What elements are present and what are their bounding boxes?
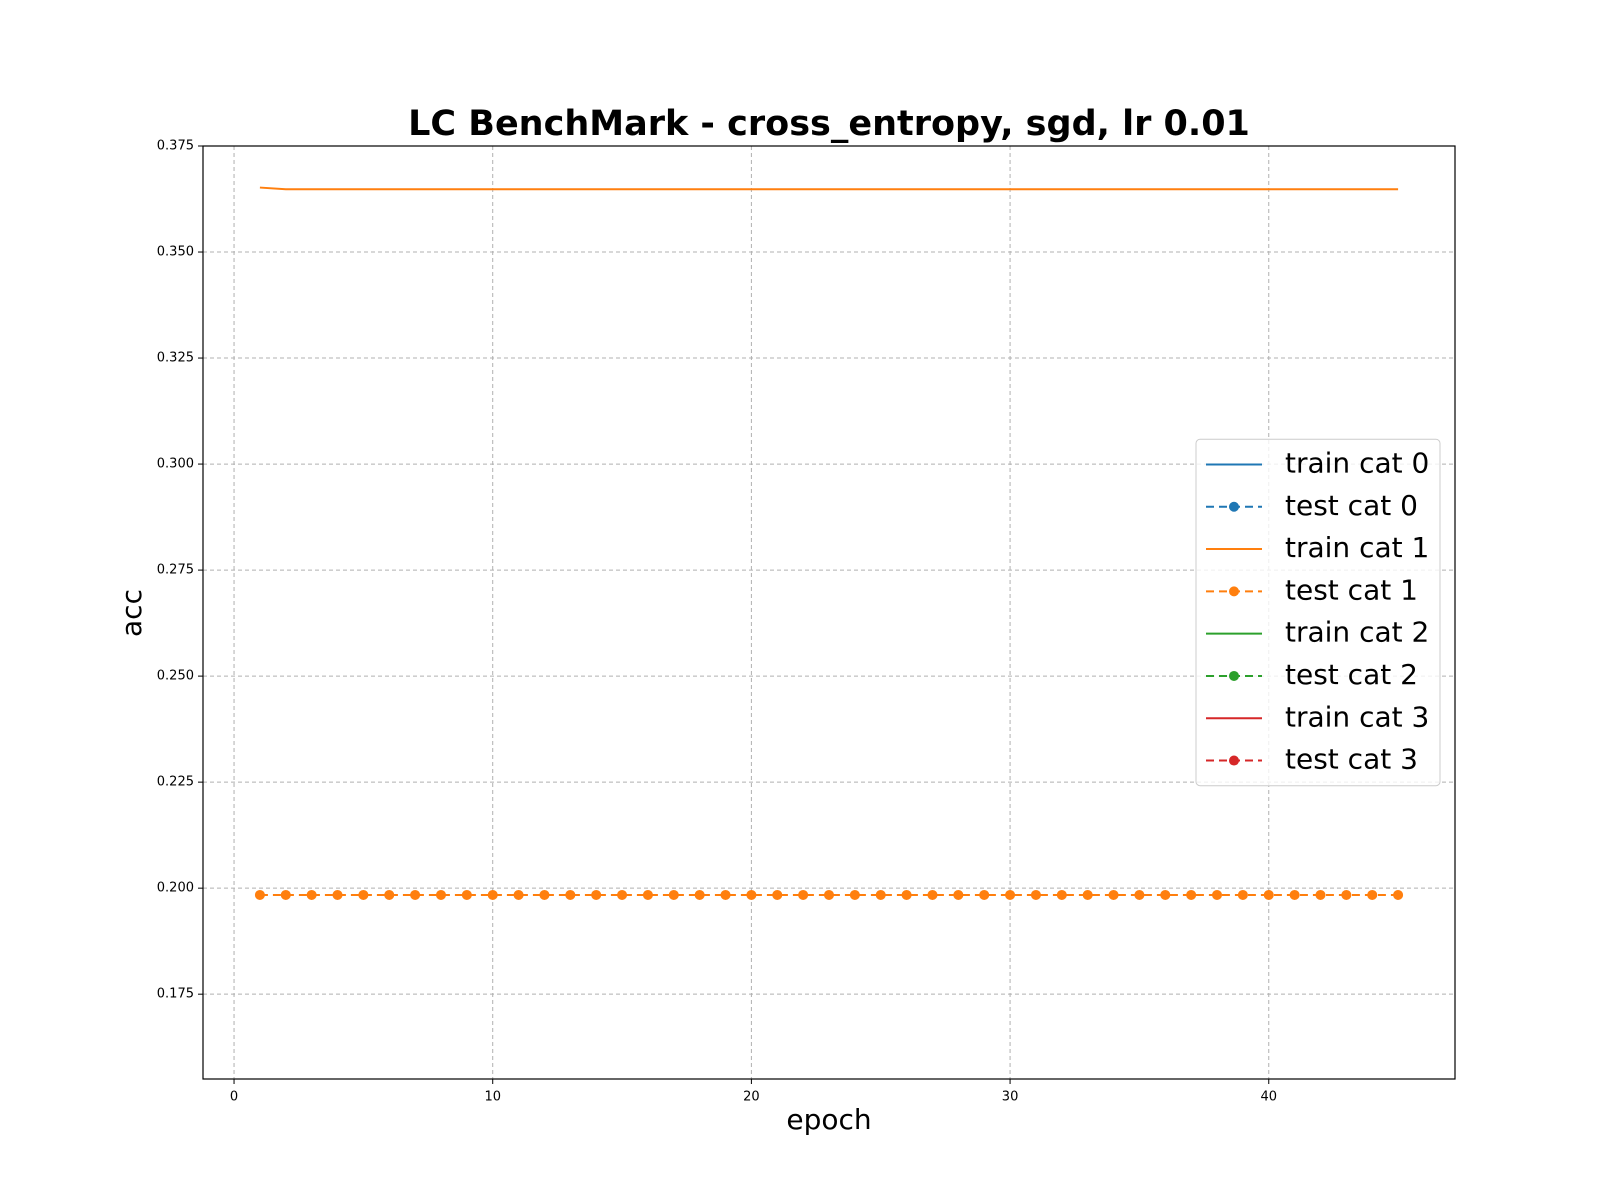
series-marker	[539, 889, 550, 900]
series-marker	[280, 889, 291, 900]
legend-marker	[1229, 670, 1239, 681]
y-tick-label: 0.200	[157, 881, 194, 896]
x-tick-label: 30	[1002, 1090, 1019, 1105]
series-marker	[824, 889, 834, 900]
series-marker	[1212, 889, 1223, 900]
series-marker	[772, 889, 783, 900]
series-marker	[487, 889, 498, 900]
legend-marker	[1229, 755, 1239, 766]
series-marker	[435, 889, 446, 900]
series-marker	[591, 889, 602, 900]
series-marker	[798, 889, 809, 900]
y-tick-label: 0.250	[157, 669, 194, 684]
series-marker	[901, 889, 912, 900]
series-marker	[668, 889, 679, 900]
series-marker	[410, 889, 421, 900]
y-tick-label: 0.225	[157, 775, 194, 790]
legend-box	[1195, 438, 1441, 787]
series-marker	[1393, 889, 1404, 900]
series-marker	[306, 889, 317, 900]
legend-label: train cat 2	[1285, 616, 1429, 649]
series-marker	[720, 889, 731, 900]
legend-label: train cat 3	[1285, 700, 1429, 733]
series-marker	[617, 889, 628, 900]
series-marker	[1289, 889, 1300, 900]
series-marker	[1315, 889, 1326, 900]
series-marker	[384, 889, 395, 900]
series-marker	[565, 889, 576, 900]
series-marker	[1108, 889, 1119, 900]
y-axis-label: acc	[115, 589, 148, 637]
legend-label: test cat 0	[1285, 489, 1418, 522]
series-marker	[254, 889, 265, 900]
series-marker	[1367, 889, 1378, 900]
series-line	[259, 186, 1399, 191]
series-marker	[927, 889, 938, 900]
x-tick-label: 0	[230, 1090, 238, 1105]
series-marker	[513, 889, 524, 900]
x-tick-label: 40	[1260, 1090, 1277, 1105]
series-marker	[1134, 889, 1145, 900]
y-tick-label: 0.175	[157, 987, 194, 1002]
x-tick-label: 20	[743, 1090, 760, 1105]
x-axis-label: epoch	[786, 1103, 871, 1136]
series-marker	[642, 889, 653, 900]
series-marker	[875, 889, 886, 900]
series-marker	[694, 889, 705, 900]
series-marker	[849, 889, 860, 900]
series-marker	[1082, 889, 1093, 900]
series-marker	[1237, 889, 1248, 900]
series-marker	[1160, 889, 1171, 900]
y-tick-label: 0.275	[157, 563, 194, 578]
series-marker	[1056, 889, 1067, 900]
x-tick-label: 10	[484, 1090, 501, 1105]
series-marker	[746, 889, 757, 900]
legend: train cat 0 test cat 0 train cat 1 test cat…	[1195, 438, 1441, 787]
series-marker	[1263, 889, 1274, 900]
legend-label: test cat 2	[1285, 658, 1418, 691]
series-marker	[461, 889, 472, 900]
legend-marker	[1229, 586, 1239, 597]
y-tick-label: 0.350	[157, 245, 194, 260]
series-marker	[358, 889, 369, 900]
chart-title: LC BenchMark - cross_entropy, sgd, lr 0.…	[408, 104, 1250, 144]
series-marker	[1005, 889, 1016, 900]
legend-label: train cat 1	[1285, 531, 1429, 564]
series-marker	[1186, 889, 1197, 900]
series-marker	[979, 889, 990, 900]
legend-label: test cat 1	[1285, 573, 1418, 606]
y-tick-label: 0.325	[157, 351, 194, 366]
series-marker	[1030, 889, 1041, 900]
plot-frame	[202, 145, 1456, 1080]
series-marker	[332, 889, 343, 900]
y-tick-label: 0.375	[157, 139, 194, 154]
series-marker	[953, 889, 964, 900]
legend-label: train cat 0	[1285, 446, 1429, 479]
legend-marker	[1229, 501, 1239, 512]
legend-label: test cat 3	[1285, 743, 1418, 776]
y-tick-label: 0.300	[157, 457, 194, 472]
series-marker	[1341, 889, 1352, 900]
